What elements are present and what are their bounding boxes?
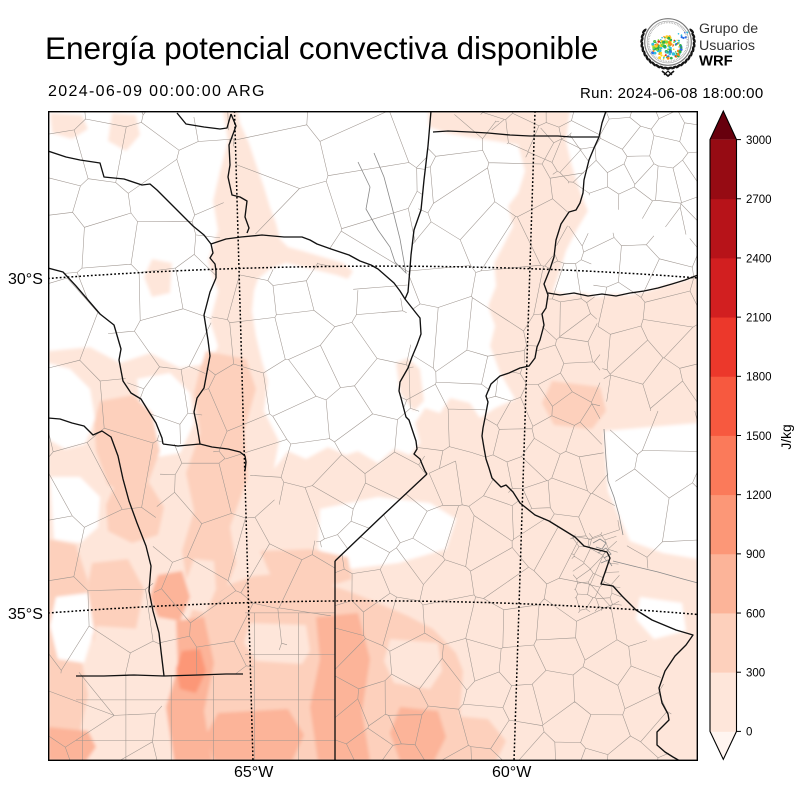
svg-text:1800: 1800 xyxy=(746,372,772,384)
svg-text:Grupo de: Grupo de xyxy=(699,21,758,37)
svg-text:600: 600 xyxy=(746,608,765,620)
svg-text:1200: 1200 xyxy=(746,490,772,502)
svg-text:900: 900 xyxy=(746,549,765,561)
svg-text:2700: 2700 xyxy=(746,194,772,206)
svg-text:2100: 2100 xyxy=(746,312,772,324)
svg-text:300: 300 xyxy=(746,668,765,680)
svg-text:Usuarios: Usuarios xyxy=(699,38,755,54)
svg-text:3000: 3000 xyxy=(746,135,772,147)
svg-text:WRF: WRF xyxy=(699,54,733,70)
svg-text:0: 0 xyxy=(746,727,752,739)
svg-text:1500: 1500 xyxy=(746,431,772,443)
svg-text:J/kg: J/kg xyxy=(779,424,794,449)
svg-text:2400: 2400 xyxy=(746,253,772,265)
